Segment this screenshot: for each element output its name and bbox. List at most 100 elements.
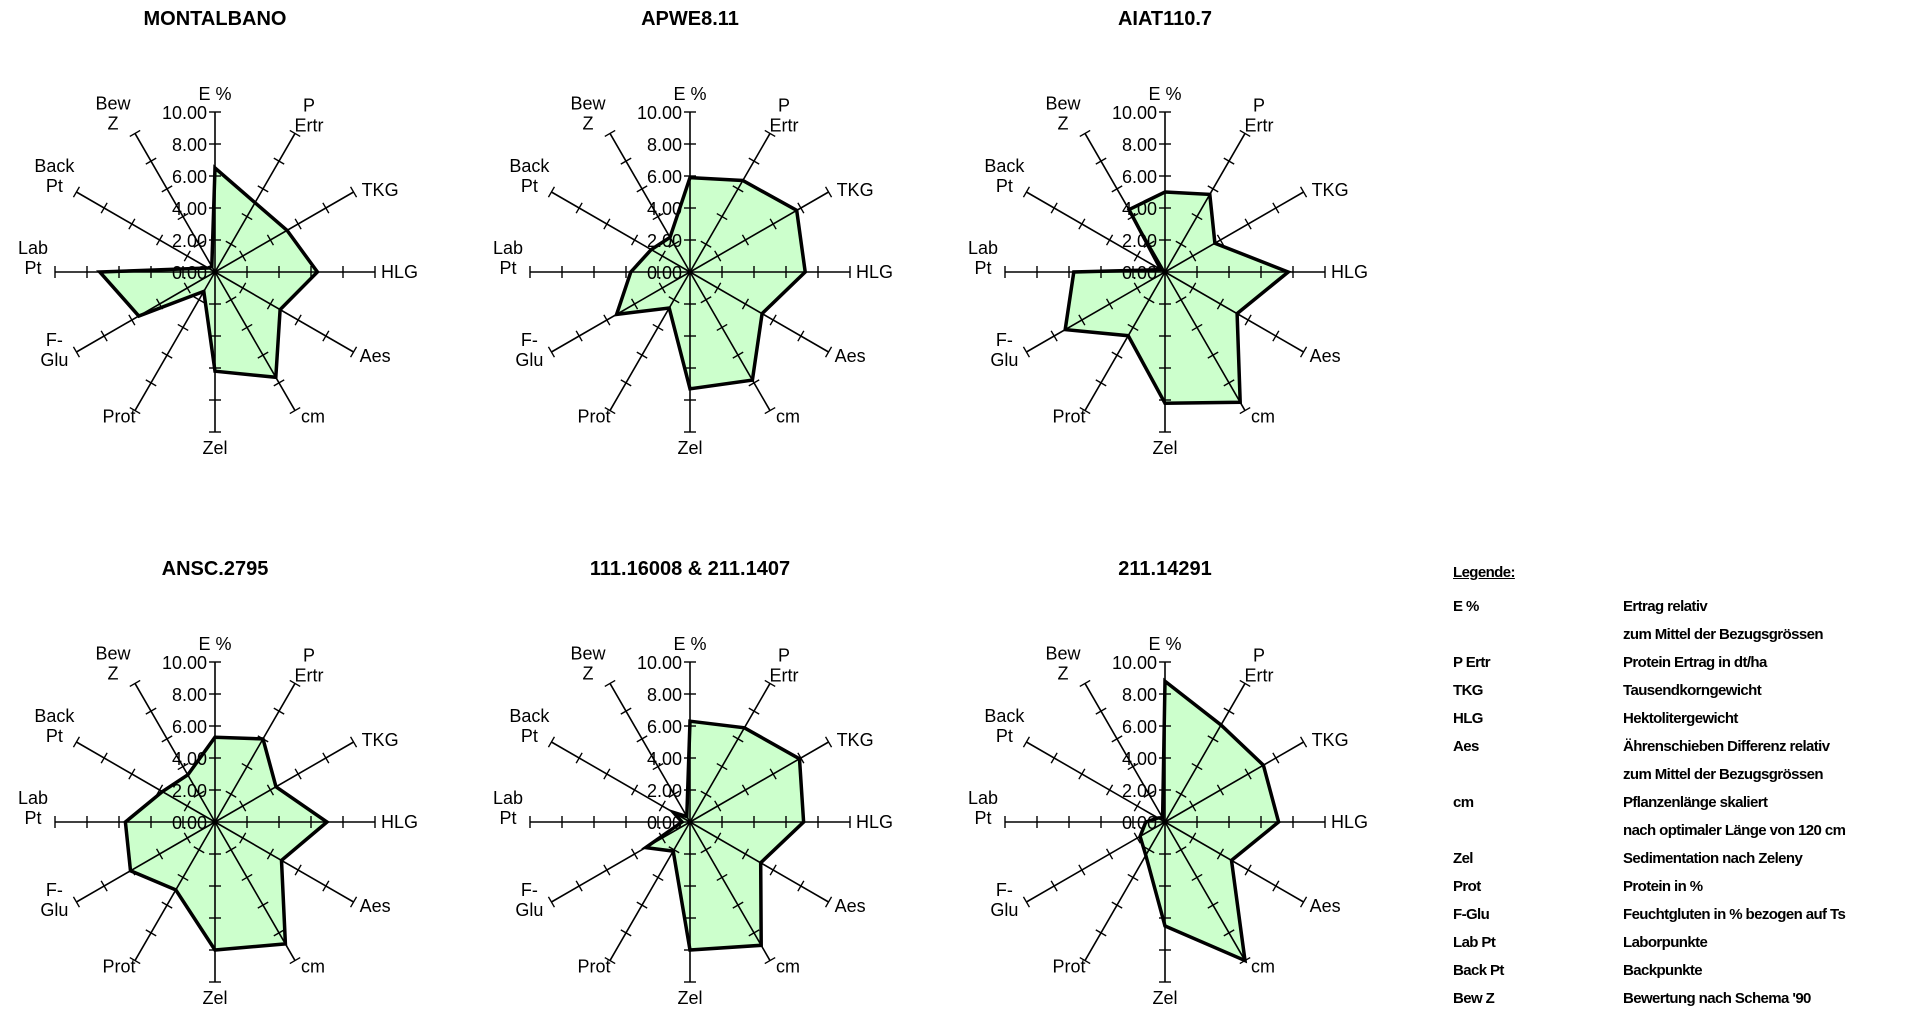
axis-label: cm [1251, 407, 1275, 427]
axis-tick [273, 929, 285, 937]
axis-label: Prot [102, 957, 135, 977]
axis-tick [1022, 896, 1031, 908]
scale-tick-label: 8.00 [1122, 135, 1157, 155]
legend-key: HLG [1453, 709, 1483, 727]
scale-tick-label: 0.00 [172, 263, 207, 283]
axis-label: Back Pt [984, 706, 1025, 746]
axis-tick [100, 330, 108, 342]
axis-tick [129, 406, 141, 415]
axis-label: Prot [1052, 957, 1085, 977]
axis-tick [257, 901, 269, 909]
scale-tick-label: 10.00 [162, 653, 207, 673]
axis-line [551, 191, 691, 273]
axis-line [1026, 821, 1166, 903]
axis-tick [1127, 212, 1139, 221]
axis-tick [652, 323, 664, 332]
axis-line [1164, 741, 1304, 823]
legend-row: TKG Tausendkorngewicht [1453, 676, 1903, 704]
axis-tick [1216, 298, 1225, 310]
axis-tick [1207, 185, 1219, 193]
axis-tick [193, 296, 205, 304]
axis-tick [668, 790, 680, 798]
axis-label: cm [1251, 957, 1275, 977]
axis-label: Bew Z [1045, 93, 1081, 133]
axis-tick [668, 846, 680, 854]
chart-title: APWE8.11 [641, 8, 739, 30]
legend-description: Sedimentation nach Zeleny [1623, 849, 1803, 867]
axis-tick [161, 185, 173, 193]
axis-label-line: Ertr [770, 665, 799, 685]
legend-description: Tausendkorngewicht [1623, 681, 1762, 699]
axis-tick [239, 832, 247, 844]
axis-tick [1223, 157, 1235, 165]
axis-tick [1078, 314, 1086, 326]
axis-tick [349, 896, 358, 908]
axis-tick [603, 864, 611, 876]
axis-label-line: Pt [996, 726, 1013, 746]
axis-tick [193, 240, 205, 248]
axis-tick [161, 901, 173, 909]
axis-tick [266, 298, 275, 310]
axis-tick [322, 880, 330, 892]
axis-label: Zel [1152, 988, 1177, 1008]
axis-tick [1244, 864, 1252, 876]
axis-label: Prot [102, 407, 135, 427]
axis-tick [630, 234, 639, 246]
axis-label: F-Glu [990, 880, 1018, 920]
axis-tick [1022, 186, 1031, 198]
axis-tick [1191, 212, 1203, 221]
axis-label-line: Pt [499, 808, 516, 828]
axis-label: P Ertr [295, 645, 324, 685]
axis-tick [1095, 707, 1107, 715]
axis-label-line: Z [1058, 663, 1069, 683]
axis-tick [547, 896, 556, 908]
axis-line [689, 683, 771, 823]
axis-tick [145, 379, 157, 387]
axis-tick [1272, 880, 1280, 892]
axis-tick [547, 346, 556, 358]
axis-tick [1143, 296, 1155, 304]
axis-label-line: Bew [570, 643, 606, 663]
axis-tick [700, 790, 712, 798]
axis-tick [1127, 762, 1139, 771]
axis-tick [1175, 790, 1187, 798]
axis-tick [714, 832, 722, 844]
axis-tick [764, 679, 776, 688]
axis-tick [128, 768, 136, 780]
data-polygon [123, 735, 330, 952]
axis-label-line: Lab [493, 238, 523, 258]
scale-tick-label: 4.00 [1122, 749, 1157, 769]
axis-tick [322, 752, 330, 764]
axis-label-line: Bew [95, 93, 131, 113]
axis-line [551, 741, 691, 823]
axis-line [1084, 133, 1166, 273]
axis-label: F-Glu [515, 330, 543, 370]
scale-tick-label: 8.00 [1122, 685, 1157, 705]
axis-tick [769, 864, 777, 876]
scale-tick-label: 6.00 [647, 167, 682, 187]
axis-tick [1111, 901, 1123, 909]
scale-tick-label: 0.00 [1122, 813, 1157, 833]
axis-label-line: Bew [1045, 643, 1081, 663]
axis-tick [1299, 186, 1308, 198]
axis-label-line: Pt [24, 258, 41, 278]
scale-tick-label: 0.00 [647, 263, 682, 283]
axis-label-line: P [1253, 95, 1265, 115]
axis-tick [1079, 679, 1091, 688]
axis-tick [668, 240, 680, 248]
scale-tick-label: 6.00 [1122, 717, 1157, 737]
axis-tick [658, 832, 666, 844]
axis-label-line: Glu [990, 900, 1018, 920]
axis-tick [1191, 873, 1203, 882]
axis-tick [748, 157, 760, 165]
axis-tick [1175, 846, 1187, 854]
axis-tick [1105, 848, 1114, 860]
axis-label-line: Glu [515, 350, 543, 370]
axis-tick [1175, 296, 1187, 304]
legend: Legende: E % Ertrag relativ zum Mittel der… [1453, 564, 1903, 1012]
axis-label: TKG [362, 180, 399, 200]
axis-tick [1223, 929, 1235, 937]
axis-tick [225, 790, 237, 798]
axis-tick [100, 752, 108, 764]
axis-tick [575, 202, 583, 214]
